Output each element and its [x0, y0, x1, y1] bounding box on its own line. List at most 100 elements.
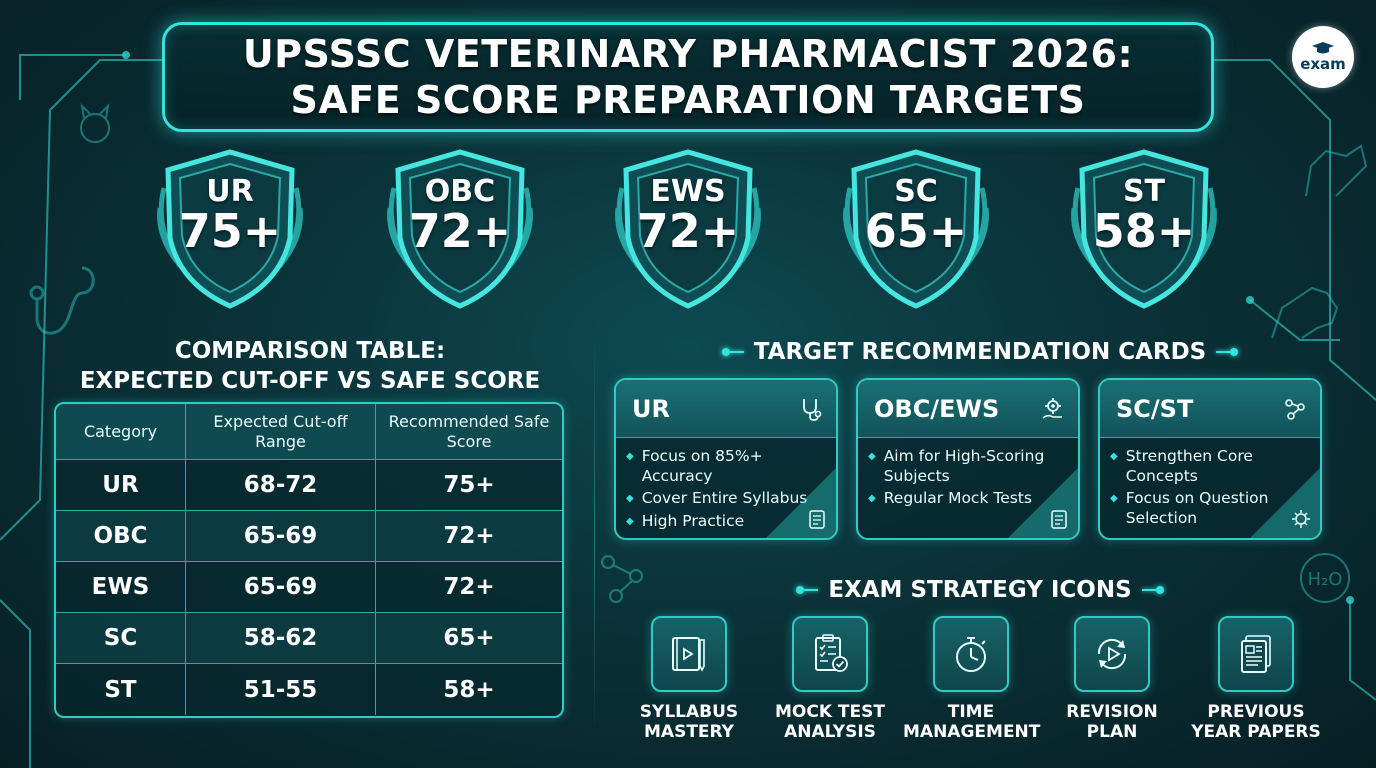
shield-score: 58+: [1092, 204, 1196, 258]
card-header: UR: [616, 380, 836, 438]
strategy-time-management[interactable]: TIME MANAGEMENT: [903, 616, 1041, 742]
shield-icon: [157, 149, 303, 309]
row-category: UR: [56, 460, 186, 510]
heading-line: [1216, 351, 1231, 353]
strategy-previous-year-papers[interactable]: PREVIOUS YEAR PAPERS: [1188, 616, 1324, 742]
card-body: ◆ Aim for High-Scoring Subjects ◆ Regular …: [858, 438, 1078, 509]
row-cutoff: 58-62: [186, 613, 376, 663]
clipboard-check-icon: [815, 634, 848, 672]
strategy-label: TIME MANAGEMENT: [903, 702, 1041, 742]
heading-line: [804, 589, 819, 591]
shield-icon: [387, 149, 533, 309]
card-body: ◆ Focus on 85%+ Accuracy ◆ Cover Entire Sy…: [616, 438, 836, 532]
comparison-table: Category Expected Cut-off Range Recommen…: [54, 402, 564, 718]
shield-icon: [843, 149, 989, 309]
row-category: EWS: [56, 562, 186, 612]
strategy-icon-box: [1218, 616, 1294, 692]
header-cutoff: Expected Cut-off Range: [186, 404, 376, 459]
card-item: ◆ Focus on 85%+ Accuracy: [626, 447, 763, 485]
strategy-section-heading: EXAM STRATEGY ICONS: [760, 574, 1200, 606]
heading-dot: [721, 348, 730, 356]
card-item: ◆ Strengthen Core Concepts: [1110, 447, 1253, 485]
bullet-icon: ◆: [1110, 451, 1118, 462]
shield-score: 75+: [178, 204, 282, 258]
clipboard-icon: [809, 510, 825, 529]
heading-dot: [796, 586, 805, 594]
row-cutoff: 65-69: [186, 511, 376, 561]
shield-score: 72+: [636, 204, 740, 258]
strategy-mock-test-analysis[interactable]: MOCK TEST ANALYSIS: [762, 616, 898, 742]
bullet-icon: ◆: [626, 451, 634, 462]
h2o-decoration-icon: H₂O: [1300, 553, 1350, 603]
heading-dot: [1155, 586, 1164, 594]
strategy-syllabus-mastery[interactable]: SYLLABUS MASTERY: [621, 616, 757, 742]
exam-logo[interactable]: exam: [1292, 26, 1354, 88]
molecule-icon: [1285, 399, 1305, 420]
header-safe-score: Recommended Safe Score: [388, 411, 550, 451]
card-header: OBC/EWS: [858, 380, 1078, 438]
gear-hand-icon: [1042, 398, 1062, 419]
title-line-1: UPSSSC VETERINARY PHARMACIST 2026:: [242, 32, 1134, 76]
shield-category: ST: [1122, 174, 1166, 209]
comparison-title-line-2: EXPECTED CUT-OFF VS SAFE SCORE: [79, 368, 541, 394]
card-title: SC/ST: [1116, 394, 1194, 423]
bullet-icon: ◆: [868, 451, 876, 462]
shield-icon: [1071, 149, 1217, 309]
stopwatch-icon: [956, 637, 986, 672]
strategy-icon-box: [792, 616, 868, 692]
graduation-cap-icon: [1312, 41, 1334, 53]
comparison-title-line-1: COMPARISON TABLE:: [174, 338, 446, 364]
shield-st: ST 58+: [1064, 148, 1224, 310]
row-cutoff: 65-69: [186, 562, 376, 612]
dog-decoration-icon: [1271, 286, 1339, 339]
card-obc-ews: OBC/EWS ◆ Aim for High-Scoring Subjects ◆…: [856, 378, 1080, 540]
gear-icon: [1292, 510, 1310, 528]
stethoscope-decoration-icon: [29, 266, 95, 335]
shield-score: 72+: [408, 204, 512, 258]
header-category: Category: [56, 404, 186, 459]
strategy-icon-box: [1074, 616, 1150, 692]
card-item: ◆ Regular Mock Tests: [868, 489, 1032, 507]
strategy-revision-plan[interactable]: REVISION PLAN: [1044, 616, 1180, 742]
cat-decoration-icon: [80, 103, 110, 143]
row-cutoff: 68-72: [186, 460, 376, 510]
strategy-section-title: EXAM STRATEGY ICONS: [828, 577, 1132, 603]
card-item: ◆ Cover Entire Syllabus: [626, 489, 808, 507]
strategy-label: PREVIOUS YEAR PAPERS: [1191, 702, 1321, 742]
horse-decoration-icon: [1305, 144, 1368, 197]
bullet-icon: ◆: [868, 493, 876, 504]
svg-text:H₂O: H₂O: [1308, 569, 1343, 590]
stethoscope-icon: [803, 399, 822, 421]
card-title: UR: [632, 394, 670, 423]
bullet-icon: ◆: [626, 493, 634, 504]
strategy-label: REVISION PLAN: [1066, 702, 1158, 742]
shield-category: OBC: [424, 174, 496, 209]
shield-score: 65+: [864, 204, 968, 258]
card-item: ◆ Aim for High-Scoring Subjects: [868, 447, 1045, 485]
card-body: ◆ Strengthen Core Concepts ◆ Focus on Ques…: [1100, 438, 1320, 528]
table-row: OBC 65-69 72+: [56, 511, 562, 562]
row-category: OBC: [56, 511, 186, 561]
book-icon: [672, 637, 705, 672]
bullet-icon: ◆: [1110, 493, 1118, 504]
card-corner: [1250, 468, 1320, 538]
shield-ur: UR 75+: [150, 148, 310, 310]
shield-category: UR: [206, 174, 254, 209]
papers-icon: [1241, 635, 1271, 673]
molecule-decoration-icon: [601, 555, 643, 603]
card-item: ◆ High Practice: [626, 512, 745, 530]
shield-obc: OBC 72+: [380, 148, 540, 310]
table-row: SC 58-62 65+: [56, 613, 562, 664]
strategy-icon-box: [651, 616, 727, 692]
card-item: ◆ Focus on Question Selection: [1110, 489, 1269, 527]
row-safe-score: 72+: [443, 574, 495, 600]
card-header: SC/ST: [1100, 380, 1320, 438]
row-category: ST: [56, 664, 186, 715]
section-divider: [594, 336, 595, 736]
title-banner: UPSSSC VETERINARY PHARMACIST 2026: SAFE …: [162, 22, 1214, 132]
row-safe-score: 58+: [443, 676, 495, 703]
refresh-play-icon: [1097, 638, 1127, 670]
shield-icon: [615, 149, 761, 309]
row-category: SC: [56, 613, 186, 663]
